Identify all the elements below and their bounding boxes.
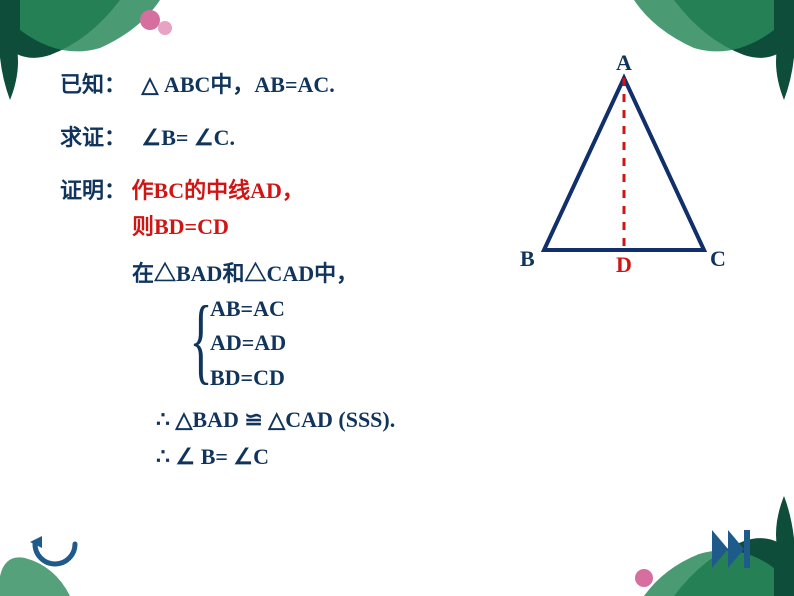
- triangle-svg: [514, 50, 734, 280]
- proof-content: 已知： △ ABC中，AB=AC. 求证： ∠B= ∠C. 证明： 作BC的中线…: [60, 70, 500, 495]
- vertex-label-b: B: [520, 246, 535, 272]
- prev-button[interactable]: [30, 536, 80, 572]
- eq1: AB=AC: [210, 296, 500, 322]
- triangle-diagram: A B C D: [514, 50, 734, 280]
- conclusion1: ∴ △BAD ≌ △CAD (SSS).: [156, 407, 395, 432]
- proof-step2: 则BD=CD: [132, 214, 229, 239]
- next-button[interactable]: [708, 526, 754, 572]
- eq3: BD=CD: [210, 365, 500, 391]
- vertex-label-a: A: [616, 50, 632, 76]
- conclusion1-line: ∴ △BAD ≌ △CAD (SSS).: [60, 405, 500, 436]
- vertex-label-c: C: [710, 246, 726, 272]
- prove-body: ∠B= ∠C.: [142, 125, 236, 150]
- prove-line: 求证： ∠B= ∠C.: [60, 123, 500, 154]
- given-label: 已知：: [60, 72, 126, 97]
- midpoint-label-d: D: [616, 252, 632, 278]
- proof-label: 证明：: [60, 178, 126, 203]
- conclusion2-line: ∴ ∠ B= ∠C: [60, 442, 500, 473]
- prove-label: 求证：: [60, 125, 126, 150]
- proof-step3: 在△BAD和△CAD中，: [132, 261, 358, 286]
- conclusion2: ∴ ∠ B= ∠C: [156, 444, 269, 469]
- proof-step1: 作BC的中线AD，: [132, 178, 304, 203]
- given-body: △ ABC中，AB=AC.: [142, 72, 335, 97]
- left-brace: {: [190, 292, 213, 388]
- proof-step2-line: 则BD=CD: [60, 212, 500, 243]
- eq2: AD=AD: [210, 330, 500, 356]
- equation-brace-group: { AB=AC AD=AD BD=CD: [60, 296, 500, 391]
- given-line: 已知： △ ABC中，AB=AC.: [60, 70, 500, 101]
- proof-step3-line: 在△BAD和△CAD中，: [60, 259, 500, 290]
- proof-step1-line: 证明： 作BC的中线AD，: [60, 176, 500, 207]
